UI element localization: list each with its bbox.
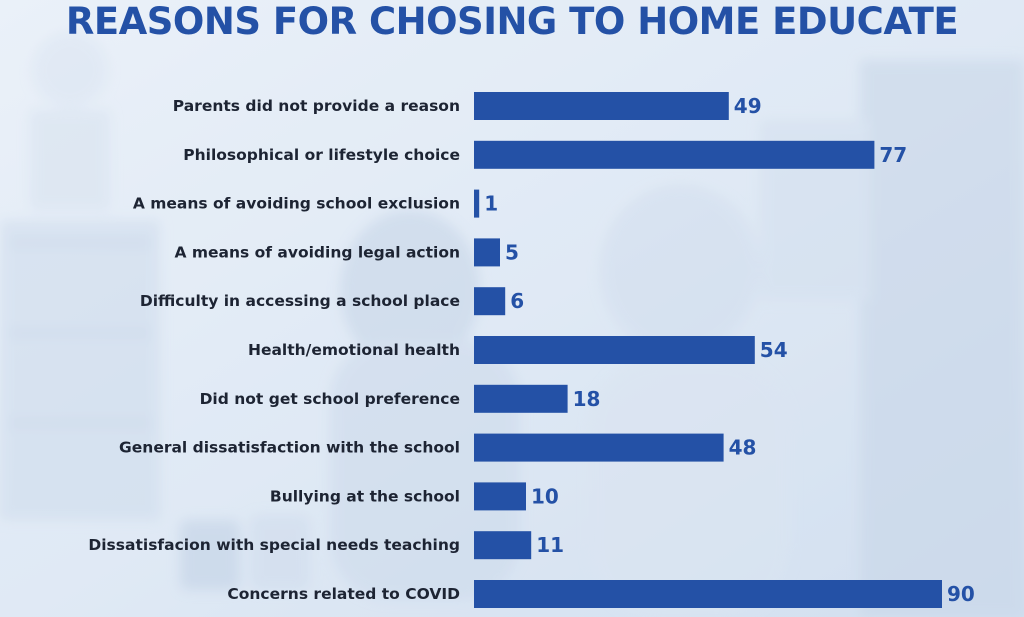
bar bbox=[474, 433, 724, 462]
category-label: Dissatisfacion with special needs teachi… bbox=[88, 536, 460, 554]
category-label: General dissatisfaction with the school bbox=[119, 439, 460, 457]
category-label: Concerns related to COVID bbox=[227, 585, 460, 603]
category-label: Parents did not provide a reason bbox=[173, 97, 460, 115]
bar bbox=[474, 92, 729, 120]
value-label: 54 bbox=[760, 338, 788, 362]
value-label: 11 bbox=[536, 533, 564, 557]
bars bbox=[474, 92, 942, 608]
bar bbox=[474, 238, 500, 267]
value-label: 1 bbox=[484, 192, 498, 216]
value-label: 49 bbox=[734, 94, 762, 118]
category-label: Did not get school preference bbox=[200, 390, 460, 408]
value-labels: 49 77 15 6 54 18 48 10 11 90 bbox=[484, 94, 975, 606]
value-label: 18 bbox=[573, 387, 601, 411]
bar bbox=[474, 336, 755, 364]
value-label: 48 bbox=[729, 436, 757, 460]
bar bbox=[474, 384, 568, 413]
bar bbox=[474, 580, 942, 608]
bar bbox=[474, 482, 526, 511]
bar bbox=[474, 531, 532, 560]
value-label: 77 bbox=[879, 143, 907, 167]
category-label: A means of avoiding legal action bbox=[174, 243, 460, 261]
bar bbox=[474, 287, 506, 316]
value-label: 5 bbox=[505, 240, 519, 264]
bar bbox=[474, 140, 875, 169]
value-label: 90 bbox=[947, 582, 975, 606]
value-label: 6 bbox=[510, 289, 524, 313]
chart-title: REASONS FOR CHOSING TO HOME EDUCATE bbox=[65, 0, 959, 43]
category-label: Philosophical or lifestyle choice bbox=[183, 146, 460, 164]
category-labels: Parents did not provide a reason Philosop… bbox=[88, 97, 460, 603]
value-label: 10 bbox=[531, 484, 559, 508]
category-label: Health/emotional health bbox=[248, 341, 460, 359]
category-label: Difficulty in accessing a school place bbox=[140, 292, 460, 310]
bar bbox=[474, 189, 480, 218]
category-label: Bullying at the school bbox=[270, 487, 460, 505]
category-label: A means of avoiding school exclusion bbox=[133, 195, 460, 213]
